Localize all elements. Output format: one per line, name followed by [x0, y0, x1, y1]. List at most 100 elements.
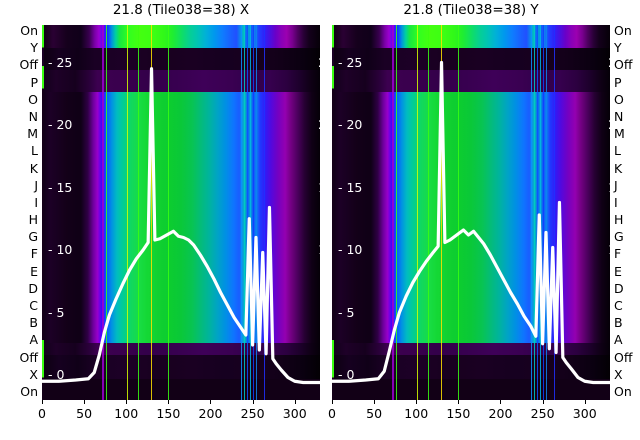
xtick-label-x-100: 100	[114, 406, 139, 421]
state-label-right-g-12: G	[614, 229, 624, 245]
heatmap-left-edge-stripe	[42, 25, 44, 400]
state-label-right-n-5: N	[614, 108, 624, 124]
state-label-left-i-10: I	[34, 194, 38, 210]
state-label-left-n-5: N	[28, 108, 38, 124]
heatmap-stripe-6	[240, 25, 242, 400]
state-label-left-c-16: C	[29, 298, 38, 314]
panel-y-title: 21.8 (Tile038=38) Y	[403, 2, 539, 18]
xtick-mark-x-300	[294, 400, 296, 404]
xtick-mark-y-200	[500, 400, 502, 404]
state-label-left-l-7: L	[31, 143, 38, 159]
plot-area-y[interactable]: - 25- 20- 15- 10- 5- 02520151050	[332, 25, 610, 400]
heatmap-stripe-9	[539, 25, 541, 400]
xtick-mark-y-150	[458, 400, 460, 404]
xtick-mark-y-250	[542, 400, 544, 404]
state-label-left-on-0: On	[20, 23, 38, 38]
heatmap-stripe-11	[256, 25, 258, 400]
state-label-left-m-6: M	[27, 126, 38, 142]
heatmap-band-main	[42, 92, 320, 343]
inner-ytick-right-20: 20	[318, 117, 320, 132]
state-label-right-b-17: B	[614, 315, 623, 331]
state-label-right-f-13: F	[614, 246, 622, 262]
state-label-right-m-6: M	[614, 126, 625, 142]
xtick-mark-y-0	[332, 400, 333, 404]
inner-ytick-5: - 5	[338, 304, 355, 320]
panel-y[interactable]: 21.8 (Tile038=38) Y - 25 - 20 - 15 - 10 - 5 -…	[332, 2, 610, 400]
heatmap-stripe-1	[396, 25, 398, 400]
xtick-mark-y-50	[374, 400, 376, 404]
inner-ytick-15: - 15	[48, 179, 73, 195]
heatmap-stripe-8	[246, 25, 248, 400]
heatmap-stripe-7	[243, 25, 245, 400]
state-label-right-a-18: A	[614, 332, 623, 348]
inner-ytick-right-25: 25	[608, 55, 610, 70]
heatmap-stripe-6	[530, 25, 532, 400]
inner-ytick-25: - 25	[48, 54, 73, 70]
state-label-right-d-15: D	[614, 280, 624, 296]
xtick-label-y-100: 100	[404, 406, 429, 421]
heatmap-stripe-9	[249, 25, 251, 400]
xtick-label-x-250: 250	[240, 406, 265, 421]
state-label-left-x-20: X	[29, 366, 38, 382]
heatmap-stripe-4	[150, 25, 152, 400]
xtick-label-x-150: 150	[156, 406, 181, 421]
xtick-mark-x-200	[210, 400, 212, 404]
state-label-left-a-18: A	[29, 332, 38, 348]
profile-y	[332, 63, 610, 383]
state-label-right-c-16: C	[614, 298, 623, 314]
inner-ytick-right-25: 25	[318, 55, 320, 70]
state-label-right-off-19: Off	[614, 349, 633, 365]
heatmap-stripe-5	[458, 25, 460, 400]
x-axis-panel-x: 0 50 100 150 200 250 300	[38, 400, 320, 430]
state-label-right-y-1: Y	[614, 40, 622, 56]
xtick-mark-y-100	[416, 400, 418, 404]
inner-ytick-10: - 10	[338, 242, 363, 257]
state-label-left-o-4: O	[28, 91, 38, 107]
xtick-label-y-250: 250	[530, 406, 555, 421]
state-label-left-off-19: Off	[19, 349, 38, 365]
inner-ytick-25: - 25	[338, 54, 363, 70]
xtick-label-y-300: 300	[572, 406, 597, 421]
heatmap-stripe-10	[543, 25, 544, 400]
state-label-left-f-13: F	[30, 246, 38, 262]
xtick-label-y-50: 50	[366, 406, 383, 421]
inner-ytick-right-10: 10	[318, 242, 320, 257]
heatmap-stripe-3	[137, 25, 139, 400]
inner-ytick-right-15: 15	[608, 180, 610, 195]
heatmap-stripe-12	[554, 25, 556, 400]
overlay-curve-y	[332, 25, 610, 400]
profile-x	[42, 69, 320, 383]
state-label-right-o-4: O	[614, 91, 624, 107]
right-state-axis: On Y Off P O N M L K J I H G F E D C B A Off X On	[612, 23, 640, 400]
heatmap-stripe-0	[101, 25, 104, 400]
inner-ytick-10: - 10	[48, 242, 73, 257]
left-state-axis: On Y Off P O N M L K J I H G F E D C B A Off X On	[2, 23, 40, 400]
xtick-label-x-200: 200	[198, 406, 223, 421]
xtick-mark-x-50	[84, 400, 86, 404]
panel-x[interactable]: 21.8 (Tile038=38) X - 25 - 20 - 15 - 10 - 5 -…	[42, 2, 320, 400]
xtick-label-x-50: 50	[76, 406, 93, 421]
heatmap-stripe-12	[264, 25, 266, 400]
state-label-left-y-1: Y	[30, 40, 38, 56]
heatmap-band-main	[332, 92, 610, 343]
state-label-left-j-9: J	[34, 177, 38, 193]
overlay-curve-x	[42, 25, 320, 400]
xtick-label-y-150: 150	[446, 406, 471, 421]
inner-ytick-20: - 20	[338, 117, 363, 132]
inner-ytick-15: - 15	[338, 179, 363, 195]
plot-area-x[interactable]: - 25- 20- 15- 10- 5- 02520151050	[42, 25, 320, 400]
heatmap-stripe-0	[391, 25, 394, 400]
x-axis-panel-y: 0 50 100 150 200 250 300	[328, 400, 610, 430]
state-label-left-k-8: K	[29, 160, 38, 176]
xtick-label-y-200: 200	[488, 406, 513, 421]
heatmap-stripe-11	[546, 25, 548, 400]
state-label-right-x-20: X	[614, 366, 623, 382]
inner-ytick-20: - 20	[48, 117, 73, 132]
heatmap-left-edge-stripe	[332, 25, 334, 400]
heatmap-stripe-7	[533, 25, 535, 400]
inner-ytick-5: - 5	[48, 304, 65, 320]
state-label-right-on-0: On	[614, 23, 632, 38]
state-label-left-g-12: G	[28, 229, 38, 245]
state-label-right-j-9: J	[614, 177, 618, 193]
